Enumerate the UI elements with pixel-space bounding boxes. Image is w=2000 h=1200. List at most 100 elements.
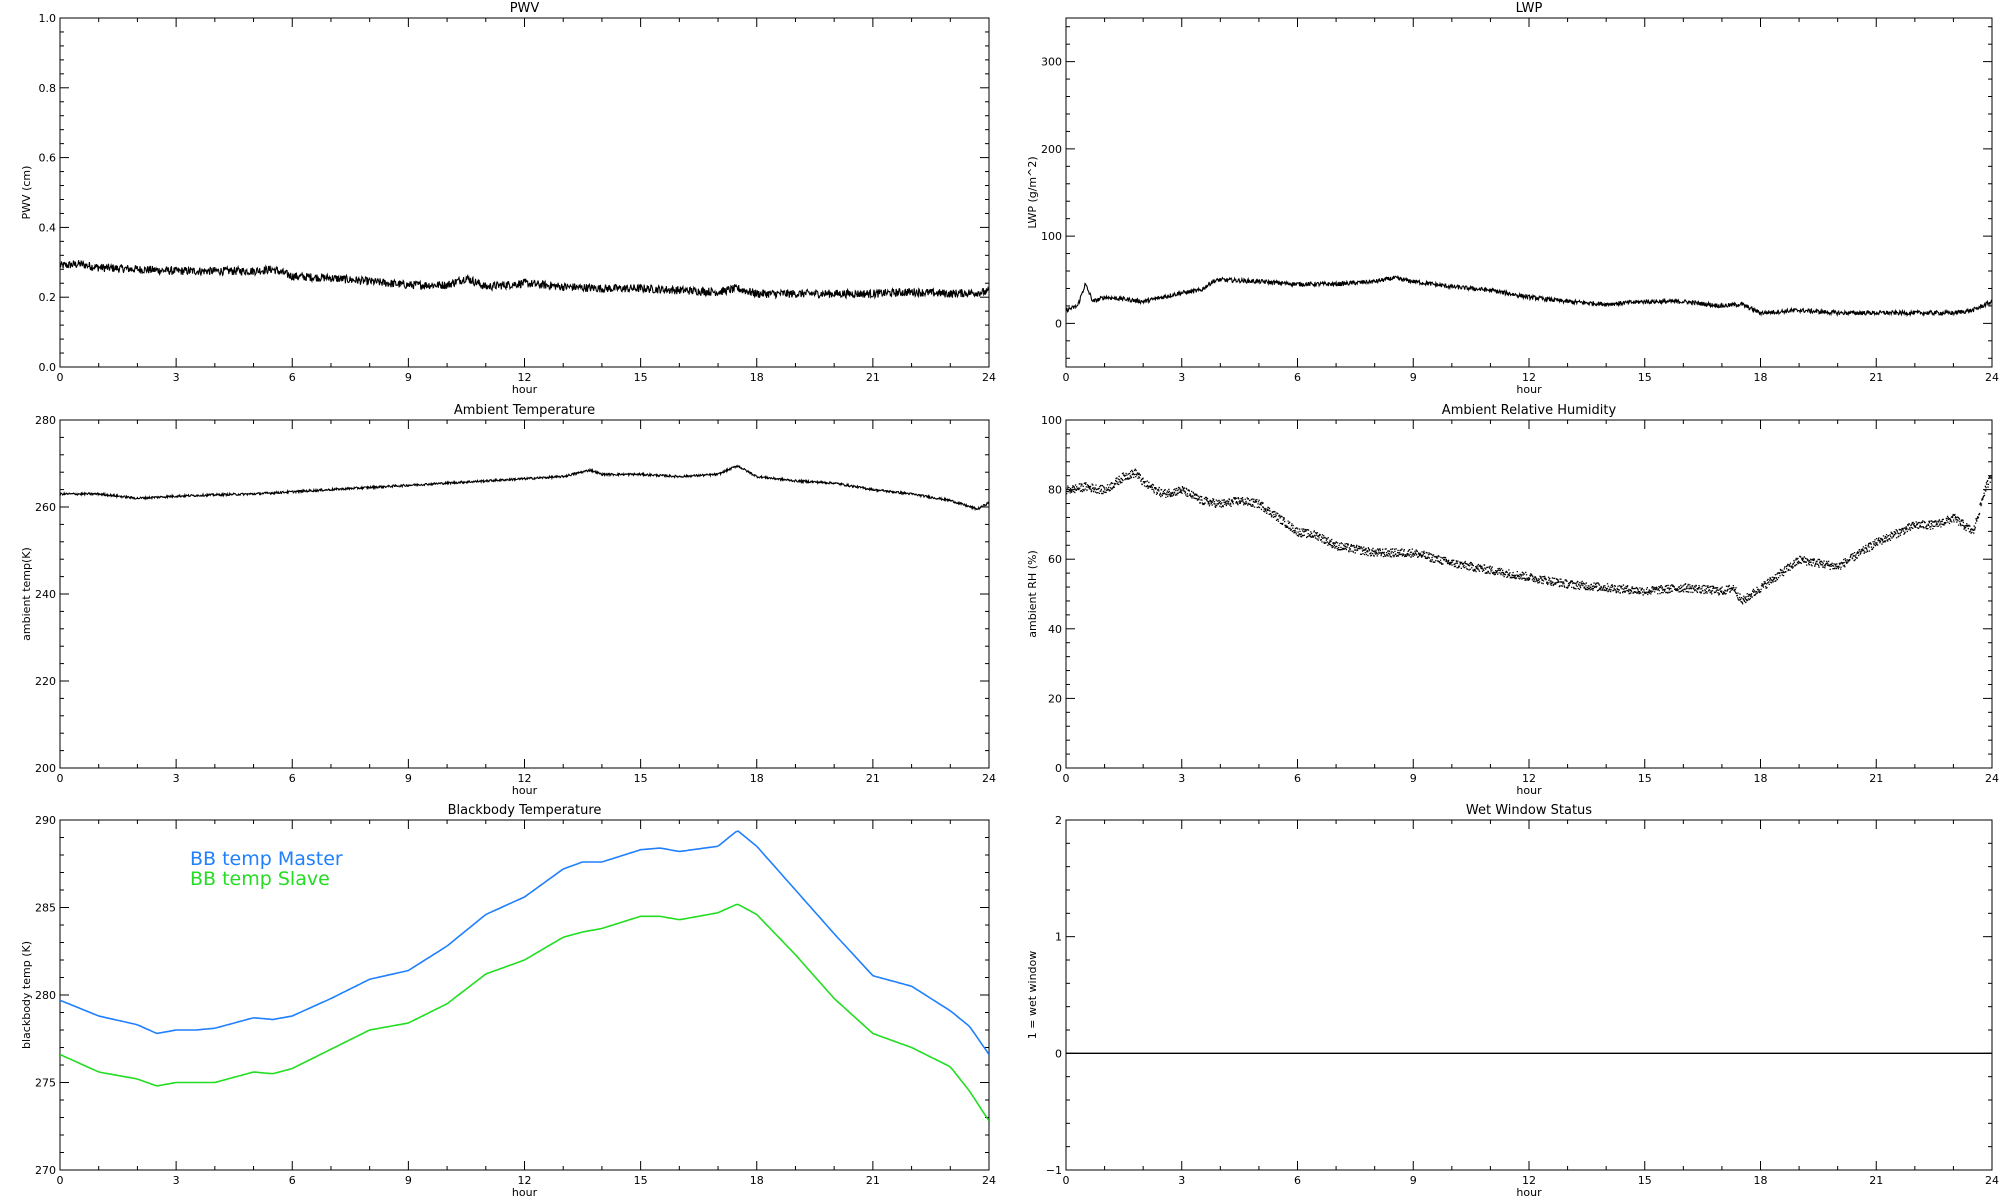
series-data-dots [1066,468,1992,605]
panel-2: Ambient Temperature 0 3 6 9 12 15 18 21 24 200 220 2… [20,403,996,797]
x-tick-label: 6 [289,1174,296,1187]
x-tick-label: 21 [866,772,880,785]
x-tick-label: 6 [1294,772,1301,785]
y-tick-label: 1 [1055,931,1062,944]
x-tick-label: 12 [518,1174,532,1187]
x-tick-label: 12 [1522,1174,1536,1187]
y-axis-label: ambient RH (%) [1026,550,1039,638]
x-tick-label: 6 [289,772,296,785]
series-data-line [60,259,989,300]
plot-frame [59,419,990,769]
panel-4: Blackbody Temperature 0 3 6 9 12 15 18 21 24 270 27… [20,803,996,1199]
x-tick-label: 3 [1178,772,1185,785]
panel-0: PWV 0 3 6 9 12 15 18 21 24 0.0 0.2 0.4 0.6 0.8 1.0 hour P… [20,1,996,396]
y-tick-label: 275 [35,1077,56,1090]
y-axis-label: PWV (cm) [20,166,33,220]
x-tick-label: 21 [866,1174,880,1187]
x-tick-label: 24 [982,371,996,384]
x-tick-label: 18 [750,1174,764,1187]
y-tick-label: 300 [1041,56,1062,69]
x-tick-label: 21 [866,371,880,384]
x-axis-label: hour [1516,383,1542,396]
x-tick-label: 0 [57,371,64,384]
y-tick-label: 280 [35,989,56,1002]
y-tick-label: 285 [35,902,56,915]
legend-entry: BB temp Master [190,848,343,870]
x-tick-label: 21 [1869,1174,1883,1187]
y-tick-label: 60 [1048,553,1062,566]
x-tick-label: 12 [518,772,532,785]
plot-frame [1065,819,1993,1171]
x-tick-label: 9 [1410,772,1417,785]
y-tick-label: 2 [1055,814,1062,827]
y-tick-label: 100 [1041,414,1062,427]
x-tick-label: 9 [1410,1174,1417,1187]
x-tick-label: 0 [57,1174,64,1187]
y-axis-label: LWP (g/m^2) [1026,156,1039,228]
y-tick-label: 0 [1055,317,1062,330]
x-axis-label: hour [512,784,538,797]
x-tick-label: 21 [1869,772,1883,785]
y-tick-label: 20 [1048,692,1062,705]
x-axis-label: hour [512,1186,538,1199]
chart-title: Ambient Relative Humidity [1442,403,1617,418]
legend-entry: BB temp Slave [190,868,330,890]
series-bb-temp-master-line [60,830,989,1055]
x-tick-label: 12 [1522,371,1536,384]
x-tick-label: 9 [405,1174,412,1187]
x-tick-label: 24 [982,1174,996,1187]
x-tick-label: 12 [1522,772,1536,785]
x-axis-label: hour [512,383,538,396]
x-tick-label: 18 [1754,1174,1768,1187]
y-tick-label: 80 [1048,484,1062,497]
x-tick-label: 15 [634,371,648,384]
x-tick-label: 3 [173,772,180,785]
x-tick-label: 6 [289,371,296,384]
plot-frame [1065,17,1993,368]
x-tick-label: 0 [1063,1174,1070,1187]
x-tick-label: 6 [1294,1174,1301,1187]
y-tick-label: 280 [35,414,56,427]
y-tick-label: 0 [1055,1047,1062,1060]
series-data-line [1066,274,1992,318]
chart-title: Blackbody Temperature [448,803,602,818]
x-axis-label: hour [1516,1186,1542,1199]
x-tick-label: 0 [1063,772,1070,785]
series-data-line [60,464,989,512]
y-axis-label: blackbody temp (K) [20,941,33,1049]
y-tick-label: 200 [35,762,56,775]
x-tick-label: 24 [1985,371,1999,384]
chart-title: Ambient Temperature [454,403,595,418]
y-tick-label: 260 [35,501,56,514]
x-tick-label: 12 [518,371,532,384]
y-tick-label: 0.0 [39,361,57,374]
x-tick-label: 18 [750,371,764,384]
chart-title: Wet Window Status [1466,803,1592,818]
y-tick-label: 200 [1041,143,1062,156]
x-tick-label: 6 [1294,371,1301,384]
x-tick-label: 15 [1638,772,1652,785]
y-tick-label: 40 [1048,623,1062,636]
x-tick-label: 3 [173,1174,180,1187]
y-tick-label: 0 [1055,762,1062,775]
x-tick-label: 0 [1063,371,1070,384]
x-tick-label: 15 [634,1174,648,1187]
y-tick-label: 0.6 [39,152,57,165]
y-tick-label: 270 [35,1164,56,1177]
x-tick-label: 15 [1638,1174,1652,1187]
y-axis-label: 1 = wet window [1026,951,1039,1040]
x-tick-label: 18 [1754,772,1768,785]
x-tick-label: 24 [982,772,996,785]
x-tick-label: 15 [1638,371,1652,384]
x-tick-label: 3 [173,371,180,384]
plot-frame [59,17,990,368]
y-tick-label: 240 [35,588,56,601]
x-tick-label: 3 [1178,371,1185,384]
y-tick-label: 100 [1041,230,1062,243]
y-tick-label: 1.0 [39,12,57,25]
x-tick-label: 3 [1178,1174,1185,1187]
x-tick-label: 15 [634,772,648,785]
panel-1: LWP 0 3 6 9 12 15 18 21 24 0 100 200 300 hour LWP (g/m^… [1026,1,1999,396]
